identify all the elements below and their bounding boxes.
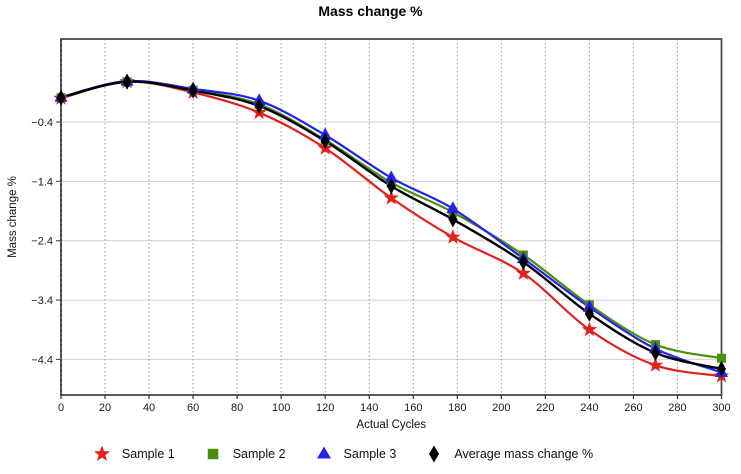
diamond-icon [254, 98, 264, 115]
diamond-icon [56, 89, 66, 106]
diamond-icon [188, 82, 198, 99]
y-axis-title: Mass change % [7, 176, 19, 258]
chart-legend: Sample 1 Sample 2 Sample 3 Average mass cha… [0, 441, 713, 467]
x-tick-label: 0 [58, 402, 64, 414]
x-tick-label: 300 [712, 402, 730, 414]
legend-label: Sample 3 [343, 447, 397, 461]
diamond-icon [429, 445, 440, 463]
triangle-icon [446, 201, 460, 214]
chart-title: Mass change % [318, 3, 423, 19]
x-tick-label: 200 [492, 402, 510, 414]
x-axis-title: Actual Cycles [356, 419, 426, 431]
y-tick-label: −1.4 [31, 176, 53, 188]
x-tick-label: 240 [580, 402, 598, 414]
star-icon [93, 445, 110, 461]
diamond-icon [717, 360, 726, 377]
star-icon [383, 190, 399, 205]
diamond-icon [650, 344, 660, 361]
square-icon [207, 448, 218, 460]
diamond-icon [386, 178, 396, 195]
y-tick-label: −2.4 [31, 236, 53, 248]
x-tick-label: 120 [316, 402, 334, 414]
star-icon [581, 321, 598, 337]
diamond-icon [320, 133, 330, 150]
x-tick-label: 20 [99, 402, 111, 414]
chart-plot: 0 20 40 60 80 100 120 140 160 180 200 220 240 260 280 3… [7, 38, 731, 431]
legend-label: Sample 1 [121, 447, 175, 461]
legend-item-sample-3: Sample 3 [314, 443, 397, 465]
x-tick-label: 280 [668, 402, 686, 414]
star-icon [445, 229, 461, 244]
x-tick-label: 40 [143, 402, 155, 414]
diamond-icon [122, 73, 132, 90]
legend-item-sample-2: Sample 2 [203, 443, 286, 465]
legend-label: Sample 2 [232, 447, 286, 461]
diamond-icon [448, 211, 458, 228]
triangle-icon [316, 446, 331, 459]
legend-item-average-mass-change: Average mass change % [424, 443, 593, 465]
y-axis-ticks: −0.4 −1.4 −2.4 −3.4 −4.4 [31, 117, 61, 366]
square-icon [717, 353, 726, 363]
x-tick-label: 220 [536, 402, 554, 414]
y-tick-label: −0.4 [31, 117, 53, 129]
plot-border [60, 38, 723, 396]
x-tick-label: 180 [448, 402, 466, 414]
x-tick-label: 60 [187, 402, 199, 414]
legend-label: Average mass change % [454, 447, 594, 461]
y-tick-label: −3.4 [31, 295, 53, 307]
star-icon [647, 357, 664, 372]
diamond-icon [584, 305, 594, 322]
plot-background [61, 39, 722, 395]
legend-item-sample-1: Sample 1 [92, 443, 175, 465]
x-axis-ticks: 0 20 40 60 80 100 120 140 160 180 200 220 240 260 280 3… [58, 395, 731, 414]
x-tick-label: 80 [231, 402, 243, 414]
star-icon [515, 265, 531, 280]
x-tick-label: 140 [360, 402, 378, 414]
x-tick-label: 260 [624, 402, 642, 414]
y-tick-label: −4.4 [31, 354, 53, 366]
triangle-icon [384, 170, 398, 183]
x-tick-label: 100 [272, 402, 290, 414]
diamond-icon [518, 254, 528, 271]
series-markers-average-mass-change [56, 73, 726, 377]
x-tick-label: 160 [404, 402, 422, 414]
